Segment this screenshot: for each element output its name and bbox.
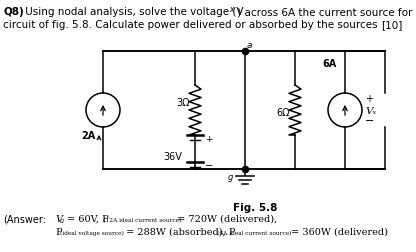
Text: −: − xyxy=(205,160,213,170)
Text: [10]: [10] xyxy=(381,20,402,30)
Text: (Answer:: (Answer: xyxy=(3,214,46,224)
Text: a: a xyxy=(247,41,253,50)
Text: Vₓ: Vₓ xyxy=(365,107,376,116)
Text: 6Ω: 6Ω xyxy=(277,108,290,117)
Text: x: x xyxy=(229,5,233,14)
Text: 6A: 6A xyxy=(323,59,337,69)
Text: = 360W (delivered): = 360W (delivered) xyxy=(288,227,388,236)
Text: +: + xyxy=(205,134,213,143)
Text: ) across 6A the current source for the: ) across 6A the current source for the xyxy=(234,7,416,17)
Text: = 60V, P: = 60V, P xyxy=(64,214,109,223)
Text: P: P xyxy=(55,227,62,236)
Text: Fig. 5.8: Fig. 5.8 xyxy=(233,202,277,212)
Text: Using nodal analysis, solve the voltage (V: Using nodal analysis, solve the voltage … xyxy=(22,7,243,17)
Text: a: a xyxy=(60,216,64,224)
Text: (12A ideal current source): (12A ideal current source) xyxy=(103,217,181,222)
Text: +: + xyxy=(365,94,373,104)
Text: V: V xyxy=(55,214,62,223)
Text: = 720W (delivered),: = 720W (delivered), xyxy=(174,214,277,223)
Text: circuit of fig. 5.8. Calculate power delivered or absorbed by the sources: circuit of fig. 5.8. Calculate power del… xyxy=(3,20,378,30)
Text: (6A ideal current source): (6A ideal current source) xyxy=(217,230,292,235)
Text: (ideal voltage source): (ideal voltage source) xyxy=(60,230,124,235)
Text: −: − xyxy=(365,115,374,125)
Text: g: g xyxy=(228,172,233,181)
Text: 2A: 2A xyxy=(82,131,96,140)
Text: Q8): Q8) xyxy=(3,7,24,17)
Text: = 288W (absorbed), P: = 288W (absorbed), P xyxy=(123,227,235,236)
Text: 3Ω: 3Ω xyxy=(176,98,190,108)
Text: 36V: 36V xyxy=(163,151,183,161)
